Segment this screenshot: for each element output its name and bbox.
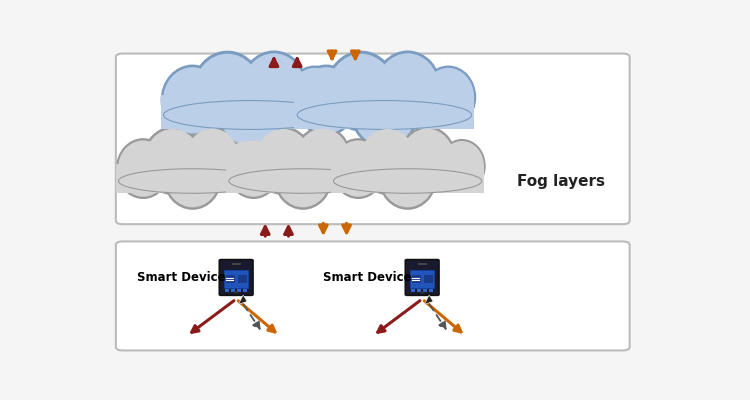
Ellipse shape <box>297 100 472 130</box>
Circle shape <box>234 291 238 294</box>
Ellipse shape <box>334 169 482 193</box>
Ellipse shape <box>376 53 439 123</box>
Ellipse shape <box>160 64 224 136</box>
Polygon shape <box>238 295 248 304</box>
Bar <box>294 95 475 130</box>
Ellipse shape <box>438 139 486 193</box>
Text: Fog layers: Fog layers <box>518 174 605 190</box>
Ellipse shape <box>229 169 377 193</box>
Bar <box>429 289 433 292</box>
Ellipse shape <box>289 68 340 127</box>
Ellipse shape <box>164 100 338 130</box>
Bar <box>331 164 484 193</box>
Ellipse shape <box>359 129 416 192</box>
Ellipse shape <box>286 66 343 129</box>
Ellipse shape <box>399 126 456 190</box>
Ellipse shape <box>194 54 261 128</box>
Ellipse shape <box>294 64 358 136</box>
Ellipse shape <box>333 140 383 197</box>
Bar <box>231 289 235 292</box>
Ellipse shape <box>357 126 419 195</box>
Ellipse shape <box>216 70 286 149</box>
Ellipse shape <box>224 139 271 193</box>
Ellipse shape <box>378 143 437 210</box>
Ellipse shape <box>116 138 170 199</box>
Bar <box>243 289 247 292</box>
Bar <box>116 164 269 193</box>
Ellipse shape <box>440 141 484 191</box>
Ellipse shape <box>229 140 279 197</box>
Ellipse shape <box>352 73 417 146</box>
Ellipse shape <box>243 53 305 123</box>
Ellipse shape <box>163 67 222 134</box>
Ellipse shape <box>331 138 386 199</box>
Ellipse shape <box>255 129 311 192</box>
Ellipse shape <box>275 146 331 207</box>
Text: Smart Device: Smart Device <box>323 271 412 284</box>
Ellipse shape <box>273 143 333 210</box>
Ellipse shape <box>165 146 220 207</box>
Ellipse shape <box>186 128 238 188</box>
Circle shape <box>420 291 424 294</box>
Ellipse shape <box>184 126 241 190</box>
Ellipse shape <box>253 126 314 195</box>
Bar <box>411 289 415 292</box>
Bar <box>232 263 241 264</box>
Ellipse shape <box>296 128 350 188</box>
Ellipse shape <box>118 140 168 197</box>
Ellipse shape <box>240 50 308 126</box>
Ellipse shape <box>335 141 380 191</box>
Bar <box>237 289 241 292</box>
Ellipse shape <box>118 169 267 193</box>
Ellipse shape <box>401 128 454 188</box>
Text: Smart Device: Smart Device <box>137 271 226 284</box>
FancyBboxPatch shape <box>219 260 253 295</box>
Ellipse shape <box>226 138 280 199</box>
Bar <box>226 275 235 283</box>
Ellipse shape <box>218 73 283 146</box>
Ellipse shape <box>421 66 476 129</box>
Ellipse shape <box>374 50 441 126</box>
Ellipse shape <box>191 51 263 132</box>
Bar <box>238 275 247 283</box>
Ellipse shape <box>294 126 352 190</box>
Ellipse shape <box>297 67 356 134</box>
Ellipse shape <box>325 51 398 132</box>
Bar <box>160 95 340 130</box>
FancyBboxPatch shape <box>116 242 630 350</box>
Bar <box>224 270 248 288</box>
Ellipse shape <box>225 141 268 191</box>
Bar <box>226 164 380 193</box>
Ellipse shape <box>422 68 474 127</box>
Ellipse shape <box>350 70 419 149</box>
FancyBboxPatch shape <box>405 260 439 295</box>
FancyBboxPatch shape <box>116 54 630 224</box>
Ellipse shape <box>380 146 435 207</box>
Bar <box>423 289 427 292</box>
Bar <box>410 270 434 288</box>
Ellipse shape <box>145 129 201 192</box>
Bar <box>424 275 433 283</box>
Ellipse shape <box>328 54 394 128</box>
Bar <box>412 275 421 283</box>
Bar <box>417 289 421 292</box>
Polygon shape <box>424 295 433 304</box>
Bar <box>225 289 229 292</box>
Bar <box>418 263 427 264</box>
Ellipse shape <box>163 143 222 210</box>
Ellipse shape <box>334 139 381 193</box>
Ellipse shape <box>142 126 203 195</box>
